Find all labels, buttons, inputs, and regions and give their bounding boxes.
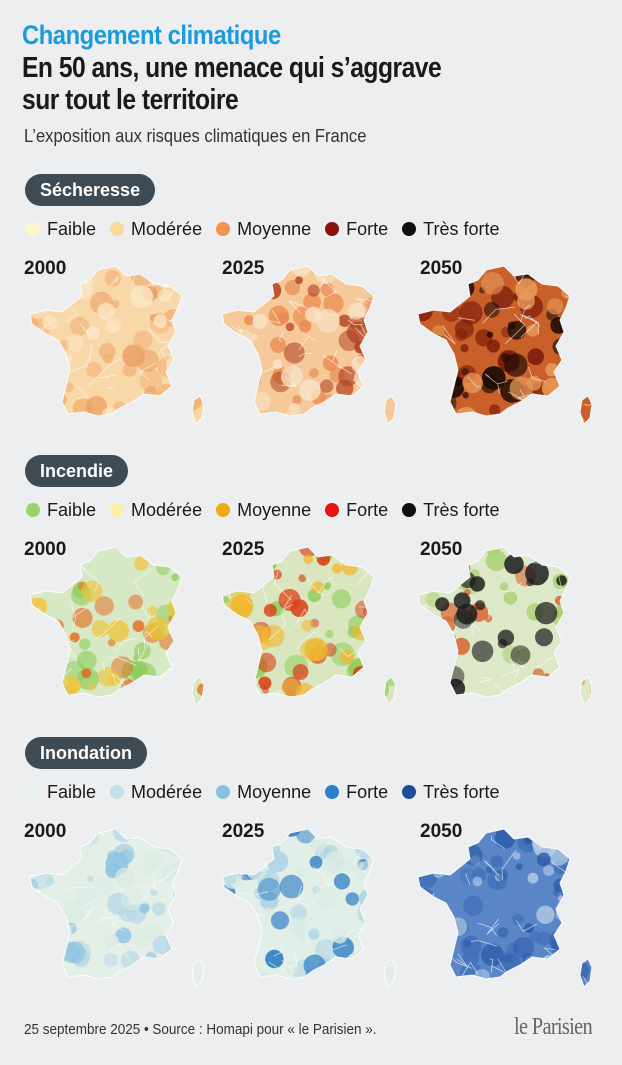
- legend-dot: [26, 503, 40, 517]
- legend-dot: [402, 785, 417, 799]
- legend-item: Modérée: [110, 782, 202, 803]
- section-inondation: Inondation Faible Modérée Moyenne Forte …: [0, 737, 622, 1007]
- france-map: [417, 546, 593, 706]
- legend-dot: [216, 785, 231, 799]
- legend-dot: [325, 222, 340, 236]
- legend-dot: [110, 222, 125, 236]
- year-label: 2000: [24, 539, 67, 560]
- legend: Faible Modérée Moyenne Forte Très forte: [26, 779, 514, 805]
- legend-dot: [26, 222, 40, 236]
- year-label: 2000: [24, 821, 67, 842]
- legend-item: Moyenne: [216, 500, 311, 521]
- legend-label: Forte: [346, 781, 389, 802]
- legend-label: Très forte: [423, 781, 500, 802]
- france-map: [417, 265, 593, 425]
- kicker: Changement climatique: [22, 20, 281, 50]
- legend: Faible Modérée Moyenne Forte Très forte: [26, 497, 514, 523]
- section-pill: Sécheresse: [25, 174, 156, 206]
- subtitle: L’exposition aux risques climatiques en …: [24, 126, 367, 146]
- legend-item: Faible: [26, 782, 96, 803]
- legend-dot: [110, 785, 125, 799]
- legend-label: Très forte: [423, 218, 500, 239]
- section-pill: Inondation: [25, 737, 147, 769]
- legend-item: Modérée: [110, 219, 202, 240]
- france-map: [417, 828, 593, 988]
- legend-dot: [325, 785, 340, 799]
- legend-item: Faible: [26, 500, 96, 521]
- france-map: [29, 546, 205, 706]
- france-map: [221, 828, 397, 988]
- legend-label: Moyenne: [237, 499, 312, 520]
- legend-label: Forte: [346, 499, 389, 520]
- legend-label: Modérée: [131, 781, 203, 802]
- source-note: 25 septembre 2025 • Source : Homapi pour…: [24, 1022, 377, 1038]
- france-map: [29, 265, 205, 425]
- legend-item: Forte: [325, 500, 388, 521]
- year-label: 2050: [420, 821, 463, 842]
- legend-label: Faible: [47, 218, 97, 239]
- legend-dot: [26, 785, 40, 799]
- legend-label: Forte: [346, 218, 389, 239]
- section-secheresse: Sécheresse Faible Modérée Moyenne Forte …: [0, 174, 622, 444]
- legend-label: Faible: [47, 781, 97, 802]
- legend-dot: [402, 222, 417, 236]
- le-parisien-logo[interactable]: le Parisien: [514, 1014, 593, 1040]
- legend-item: Faible: [26, 219, 96, 240]
- legend-item: Très forte: [402, 218, 500, 240]
- page-title: En 50 ans, une menace qui s’aggrave sur …: [22, 52, 442, 116]
- legend: Faible Modérée Moyenne Forte Très forte: [26, 216, 514, 242]
- legend-item: Très forte: [402, 499, 500, 521]
- france-map: [29, 828, 205, 988]
- section-pill: Incendie: [25, 455, 129, 487]
- year-label: 2000: [24, 258, 67, 279]
- legend-label: Modérée: [131, 499, 203, 520]
- legend-item: Forte: [325, 219, 388, 240]
- section-incendie: Incendie Faible Modérée Moyenne Forte Tr…: [0, 455, 622, 725]
- legend-label: Modérée: [131, 218, 203, 239]
- year-label: 2050: [420, 539, 463, 560]
- france-map: [221, 265, 397, 425]
- legend-item: Très forte: [402, 781, 500, 803]
- legend-label: Très forte: [423, 499, 500, 520]
- legend-dot: [325, 503, 340, 517]
- year-label: 2025: [222, 821, 265, 842]
- legend-dot: [216, 503, 231, 517]
- year-label: 2025: [222, 258, 265, 279]
- year-label: 2025: [222, 539, 265, 560]
- legend-item: Forte: [325, 782, 388, 803]
- legend-item: Moyenne: [216, 219, 311, 240]
- legend-item: Modérée: [110, 500, 202, 521]
- legend-label: Moyenne: [237, 781, 312, 802]
- legend-dot: [216, 222, 231, 236]
- legend-label: Faible: [47, 499, 97, 520]
- legend-item: Moyenne: [216, 782, 311, 803]
- year-label: 2050: [420, 258, 463, 279]
- legend-dot: [402, 503, 417, 517]
- france-map: [221, 546, 397, 706]
- legend-dot: [110, 503, 125, 517]
- legend-label: Moyenne: [237, 218, 312, 239]
